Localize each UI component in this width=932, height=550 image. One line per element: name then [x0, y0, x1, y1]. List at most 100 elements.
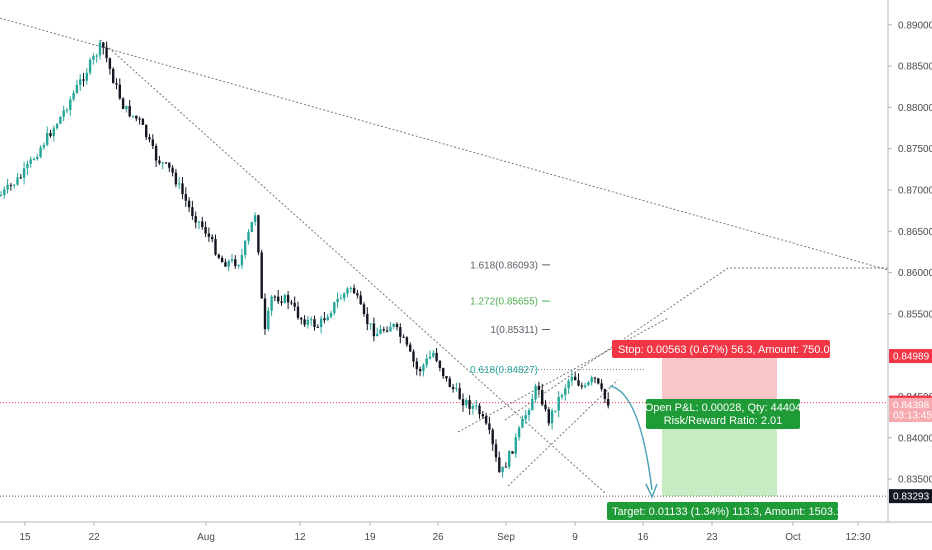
candle-body [46, 132, 49, 145]
candle-body [22, 168, 26, 178]
stop-label-bg [612, 340, 830, 358]
candle-body [471, 405, 475, 409]
candle-body [508, 451, 511, 467]
candle-body [108, 58, 112, 69]
candle-body [191, 207, 194, 217]
candle-body [392, 324, 395, 327]
candle-body [59, 116, 62, 124]
x-tick-label: 12 [294, 532, 306, 543]
candle-body [524, 415, 527, 419]
candle-body [273, 296, 277, 298]
candle-body [158, 160, 161, 164]
y-tick-label: 0.89000 [898, 20, 932, 31]
candle-body [75, 84, 79, 94]
candle-body [534, 385, 537, 399]
candle-body [82, 79, 85, 81]
candle-body [300, 317, 303, 320]
candle-body [488, 423, 491, 430]
candle-body [277, 296, 280, 302]
fib-extension[interactable]: 1.618(0.86093) 1.272(0.85655) 1(0.85311) 0.… [470, 260, 645, 376]
x-tick-label: Aug [197, 532, 215, 543]
candle-body [52, 128, 55, 137]
candle-body [310, 319, 313, 321]
candle-body [102, 42, 105, 48]
candle-body [306, 319, 310, 325]
candle-body [475, 405, 478, 407]
price-tag-bg [889, 349, 932, 364]
candle-body [319, 318, 323, 328]
candle-body [270, 296, 273, 311]
candle-body [283, 295, 286, 303]
candle-body [9, 184, 13, 186]
candle-body [442, 368, 445, 377]
y-tick-label: 0.88500 [898, 62, 932, 73]
x-axis[interactable]: 15 22 Aug 12 19 26 Sep 9 16 23 Oct 12:30 [19, 522, 871, 543]
candle-body [131, 115, 135, 117]
candle-body [313, 319, 316, 327]
candle-body [583, 385, 587, 387]
candle-body [0, 194, 3, 196]
candle-body [316, 326, 319, 328]
candle-body [174, 172, 178, 185]
candle-body [92, 56, 95, 60]
candle-body [13, 184, 16, 186]
candle-body [237, 265, 240, 267]
candle-body [39, 147, 42, 158]
candle-body [379, 329, 382, 334]
candle-body [527, 410, 531, 416]
candle-body [550, 410, 554, 424]
candle-body [356, 293, 359, 296]
x-tick-label: 15 [19, 532, 31, 543]
y-axis[interactable]: 0.89000 0.88500 0.88000 0.87500 0.87000 0.865… [888, 20, 932, 486]
candle-body [326, 317, 329, 321]
stop-zone [662, 356, 777, 403]
x-tick-label: 22 [88, 532, 100, 543]
candle-body [42, 144, 46, 148]
candle-body [448, 378, 451, 387]
candle-body [293, 302, 296, 307]
candle-body [418, 369, 422, 372]
candle-body [224, 262, 227, 267]
candle-body [521, 418, 524, 428]
x-tick-label: 19 [364, 532, 376, 543]
candle-body [211, 236, 214, 240]
candle-body [541, 390, 544, 405]
candle-body [451, 386, 455, 389]
candle-body [600, 383, 603, 390]
candle-body [607, 399, 610, 406]
candle-body [409, 344, 412, 352]
candle-body [62, 110, 65, 117]
stop-label-box: Stop: 0.00563 (0.67%) 56.3, Amount: 750.… [612, 340, 836, 358]
price-tag-label: 03:13:45 [893, 411, 932, 422]
projection-arrow [609, 385, 658, 499]
candle-body [564, 388, 567, 395]
projection-arrowhead [645, 483, 658, 499]
candle-body [517, 427, 521, 438]
candle-body [359, 295, 362, 305]
y-tick-label: 0.84000 [898, 433, 932, 444]
candle-body [115, 83, 118, 85]
candle-body [590, 377, 593, 383]
x-tick-label: 26 [432, 532, 444, 543]
price-tag-bg [889, 489, 932, 504]
candle-body [343, 293, 346, 299]
candle-body [352, 287, 356, 294]
candle-body [432, 352, 435, 357]
fib-label: 1.618(0.86093) [470, 260, 538, 271]
candle-body [88, 59, 92, 73]
candle-body [65, 109, 69, 111]
price-tag-label: 0.84989 [893, 352, 930, 363]
candle-body [385, 330, 389, 332]
candle-body [16, 177, 19, 185]
candle-body [428, 356, 432, 359]
candle-body [574, 376, 577, 381]
y-tick-label: 0.86000 [898, 268, 932, 279]
candle-body [329, 312, 333, 318]
risk-reward-label: Risk/Reward Ratio: 2.01 [664, 415, 783, 427]
candle-body [253, 215, 257, 222]
candle-body [141, 118, 145, 125]
stop-label: Stop: 0.00563 (0.67%) 56.3, Amount: 750.… [618, 344, 836, 356]
target-label: Target: 0.01133 (1.34%) 113.3, Amount: 1… [612, 506, 842, 518]
